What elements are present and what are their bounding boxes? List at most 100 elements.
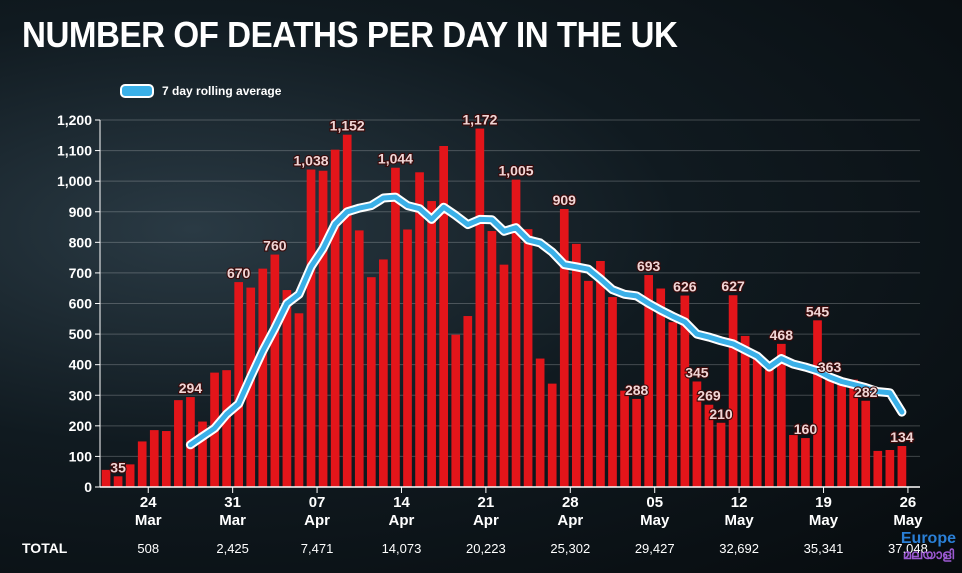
bar bbox=[342, 134, 352, 487]
bar bbox=[306, 169, 316, 488]
x-tick-day: 28 bbox=[562, 494, 579, 511]
bar bbox=[113, 476, 123, 487]
bar bbox=[559, 208, 569, 487]
bar bbox=[837, 383, 846, 487]
bar bbox=[222, 370, 231, 487]
bar bbox=[668, 322, 678, 487]
data-label: 1,005 bbox=[499, 163, 534, 179]
bar bbox=[137, 441, 147, 487]
data-label: 288 bbox=[625, 382, 649, 398]
bar bbox=[511, 179, 521, 487]
bar bbox=[523, 229, 533, 487]
y-tick-label: 500 bbox=[69, 326, 93, 342]
data-label: 1,152 bbox=[330, 118, 365, 134]
bar bbox=[728, 295, 738, 487]
cumulative-total: 29,427 bbox=[635, 541, 675, 556]
y-tick-label: 0 bbox=[84, 479, 92, 495]
y-tick-label: 1,100 bbox=[57, 143, 92, 159]
bar bbox=[282, 290, 292, 487]
data-label: 345 bbox=[685, 364, 709, 380]
data-label: 1,172 bbox=[462, 112, 497, 128]
bar bbox=[861, 400, 871, 487]
bar bbox=[704, 404, 714, 487]
y-tick-label: 100 bbox=[69, 448, 93, 464]
bar bbox=[764, 369, 774, 487]
x-tick-month: Mar bbox=[219, 512, 246, 529]
data-label: 282 bbox=[854, 384, 878, 400]
x-tick-day: 24 bbox=[140, 494, 157, 511]
bar bbox=[620, 390, 629, 487]
rolling-average-line bbox=[185, 192, 907, 450]
legend: 7 day rolling average bbox=[120, 84, 281, 98]
x-tick-month: May bbox=[640, 512, 670, 529]
legend-label: 7 day rolling average bbox=[162, 84, 282, 98]
y-tick-label: 700 bbox=[69, 265, 93, 281]
cumulative-total: 7,471 bbox=[301, 541, 334, 556]
x-tick-day: 05 bbox=[646, 494, 663, 511]
bar bbox=[716, 422, 726, 487]
bar bbox=[354, 230, 364, 488]
cumulative-total: 35,341 bbox=[804, 541, 844, 556]
bar bbox=[125, 464, 135, 487]
y-tick-label: 300 bbox=[69, 387, 93, 403]
cumulative-total: 14,073 bbox=[382, 541, 422, 556]
bar bbox=[632, 398, 641, 487]
data-label: 760 bbox=[263, 238, 287, 254]
bar bbox=[451, 334, 461, 487]
y-tick-label: 1,000 bbox=[57, 173, 92, 189]
y-tick-label: 900 bbox=[69, 204, 93, 220]
bar bbox=[475, 128, 485, 487]
data-label: 626 bbox=[673, 279, 697, 295]
bar bbox=[330, 149, 340, 487]
data-label: 294 bbox=[179, 380, 203, 396]
bar bbox=[294, 313, 304, 487]
bar bbox=[680, 295, 690, 487]
totals-row: TOTAL 508 2,425 7,471 14,073 20,223 25,302 29,… bbox=[22, 540, 928, 556]
data-label: 909 bbox=[553, 192, 577, 208]
bar bbox=[813, 320, 822, 487]
bar bbox=[174, 400, 183, 487]
watermark-logo: Europe മലയാളി bbox=[901, 531, 956, 563]
x-tick-day: 26 bbox=[900, 494, 917, 511]
bars bbox=[101, 128, 907, 488]
watermark-line-1: Europe bbox=[900, 530, 956, 547]
rolling-average-series bbox=[187, 194, 905, 448]
data-label: 210 bbox=[709, 406, 733, 422]
total-label: TOTAL bbox=[22, 540, 68, 556]
y-tick-label: 200 bbox=[69, 418, 93, 434]
bar bbox=[198, 421, 207, 487]
y-axis: 0 100 200 300 400 500 600 700 800 900 1,000 1,100 1,… bbox=[57, 112, 101, 495]
bar bbox=[656, 288, 666, 487]
bar bbox=[584, 280, 593, 487]
bar bbox=[487, 231, 497, 487]
bar bbox=[547, 383, 557, 487]
bar bbox=[149, 430, 159, 487]
legend-swatch bbox=[120, 84, 154, 98]
x-tick-day: 07 bbox=[309, 494, 326, 511]
data-label: 468 bbox=[770, 327, 794, 343]
bar bbox=[801, 438, 810, 487]
bar bbox=[752, 356, 762, 487]
bar bbox=[885, 449, 895, 487]
data-label: 160 bbox=[794, 421, 818, 437]
bar bbox=[391, 167, 400, 487]
bar bbox=[427, 201, 436, 487]
y-tick-label: 600 bbox=[69, 296, 93, 312]
bar bbox=[897, 446, 907, 487]
bar bbox=[535, 358, 545, 487]
bar bbox=[366, 277, 376, 487]
data-label: 269 bbox=[697, 388, 721, 404]
data-label: 693 bbox=[637, 258, 661, 274]
x-tick-month: Apr bbox=[304, 512, 330, 529]
bar bbox=[825, 375, 834, 487]
bar bbox=[234, 282, 244, 487]
data-label: 35 bbox=[110, 459, 126, 475]
bar bbox=[849, 379, 859, 487]
chart-title: NUMBER OF DEATHS PER DAY IN THE UK bbox=[22, 14, 678, 55]
bar bbox=[644, 275, 654, 487]
bar bbox=[608, 297, 617, 487]
bar bbox=[692, 381, 702, 487]
x-tick-day: 31 bbox=[224, 494, 241, 511]
cumulative-total: 2,425 bbox=[216, 541, 249, 556]
